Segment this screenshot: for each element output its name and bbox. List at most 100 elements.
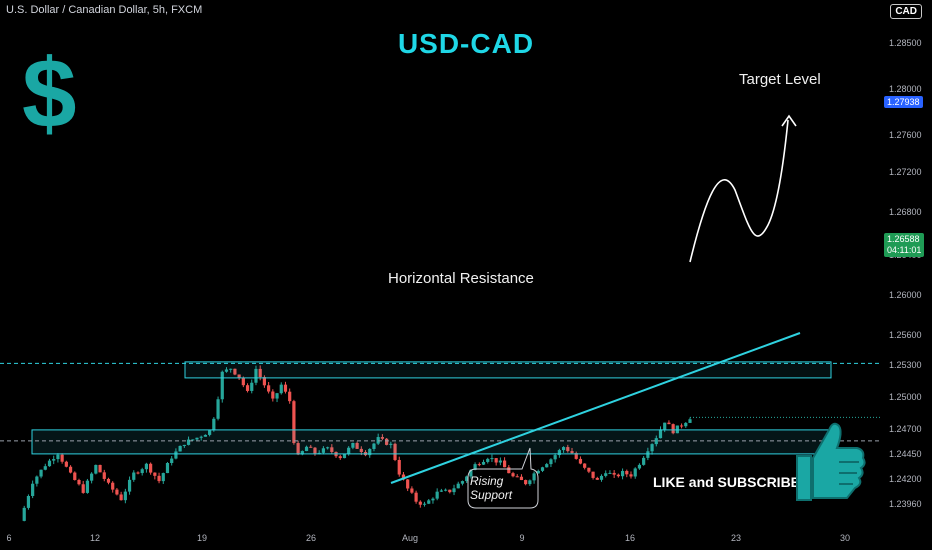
candle-body (498, 460, 502, 463)
candle-body (431, 498, 435, 501)
candle-body (401, 474, 406, 480)
y-tick-label: 1.26800 (889, 207, 922, 217)
candle-body (326, 447, 330, 449)
candle-body (418, 501, 422, 505)
candle-body (123, 491, 127, 501)
candle-body (279, 384, 283, 394)
candle-body (380, 437, 384, 439)
candle-body (106, 478, 111, 483)
candle-body (502, 460, 507, 468)
x-tick-label: 23 (731, 533, 741, 543)
candle-body (144, 463, 149, 470)
candle-body (178, 445, 182, 452)
candle-body (675, 425, 679, 434)
candle-body (359, 448, 363, 453)
x-tick-label: 30 (840, 533, 850, 543)
candle-body (465, 476, 469, 482)
candle-body (102, 472, 106, 479)
candle-body (397, 459, 401, 475)
candle-body (267, 385, 271, 392)
candle-body (338, 456, 342, 459)
candle-body (203, 434, 208, 437)
candle-body (245, 385, 250, 391)
candle-body (157, 475, 161, 482)
candle-body (553, 455, 557, 460)
x-tick-label: 26 (306, 533, 316, 543)
candle-body (427, 500, 431, 504)
thumbs-up-icon[interactable] (787, 418, 867, 508)
candle-body (31, 483, 35, 496)
candle-body (186, 439, 191, 445)
candle-body (460, 481, 465, 484)
candle-body (153, 472, 157, 476)
candle-body (317, 452, 321, 454)
y-tick-label: 1.28000 (889, 84, 922, 94)
candles-group (22, 365, 692, 522)
projection-path (689, 119, 789, 263)
x-tick-label: 9 (519, 533, 524, 543)
candle-body (557, 450, 561, 456)
candle-body (283, 384, 288, 392)
candle-body (229, 368, 233, 370)
candle-body (199, 436, 203, 438)
candle-body (275, 393, 279, 399)
candle-body (591, 471, 595, 478)
candle-body (136, 472, 140, 474)
candle-body (667, 422, 671, 425)
candle-body (351, 442, 355, 448)
candle-body (595, 477, 599, 480)
candle-body (254, 368, 258, 383)
candle-body (473, 464, 477, 470)
candle-body (262, 377, 267, 386)
y-tick-label: 1.24700 (889, 424, 922, 434)
candle-body (583, 463, 587, 468)
x-tick-label: 19 (197, 533, 207, 543)
dollar-sign-icon: $ (22, 38, 77, 148)
candle-body (98, 464, 102, 473)
candle-body (47, 460, 52, 467)
y-tick-label: 1.27600 (889, 130, 922, 140)
candle-body (684, 422, 688, 427)
candle-body (637, 464, 642, 469)
candle-body (56, 454, 60, 460)
candle-body (658, 429, 663, 439)
candle-body (119, 494, 123, 501)
candle-body (43, 466, 47, 470)
candle-body (140, 469, 144, 474)
candle-body (536, 470, 540, 474)
symbol-title: U.S. Dollar / Canadian Dollar, 5h, FXCM (6, 4, 203, 16)
candle-body (292, 401, 296, 444)
candle-body (161, 473, 165, 482)
candle-body (52, 459, 56, 461)
candle-body (237, 374, 241, 378)
candle-body (22, 507, 26, 521)
horizontal-resistance-label: Horizontal Resistance (388, 270, 534, 287)
y-tick-label: 1.28500 (889, 38, 922, 48)
currency-badge[interactable]: CAD (890, 4, 922, 19)
candle-body (578, 458, 583, 464)
y-axis: 1.285001.280001.276001.272001.268001.264… (889, 38, 922, 509)
x-tick-label: Aug (402, 533, 418, 543)
candle-body (73, 472, 77, 481)
candle-body (250, 382, 254, 391)
lines-group (0, 114, 880, 509)
candle-body (561, 447, 566, 451)
candle-body (68, 466, 73, 473)
candle-body (481, 461, 486, 465)
candle-body (90, 473, 94, 481)
candle-body (233, 368, 237, 375)
candle-body (629, 474, 633, 477)
candle-body (368, 448, 372, 456)
y-tick-label: 1.24450 (889, 449, 922, 459)
candle-body (608, 472, 612, 474)
candle-body (519, 476, 524, 481)
last-price-countdown: 04:11:01 (887, 245, 922, 255)
candle-body (486, 458, 490, 462)
x-axis: 6 12 19 26 Aug 9 16 23 30 (6, 533, 850, 543)
candle-body (515, 476, 519, 478)
candle-body (208, 430, 212, 435)
like-subscribe-label: LIKE and SUBSCRIBE (653, 474, 801, 490)
candle-body (612, 472, 616, 475)
